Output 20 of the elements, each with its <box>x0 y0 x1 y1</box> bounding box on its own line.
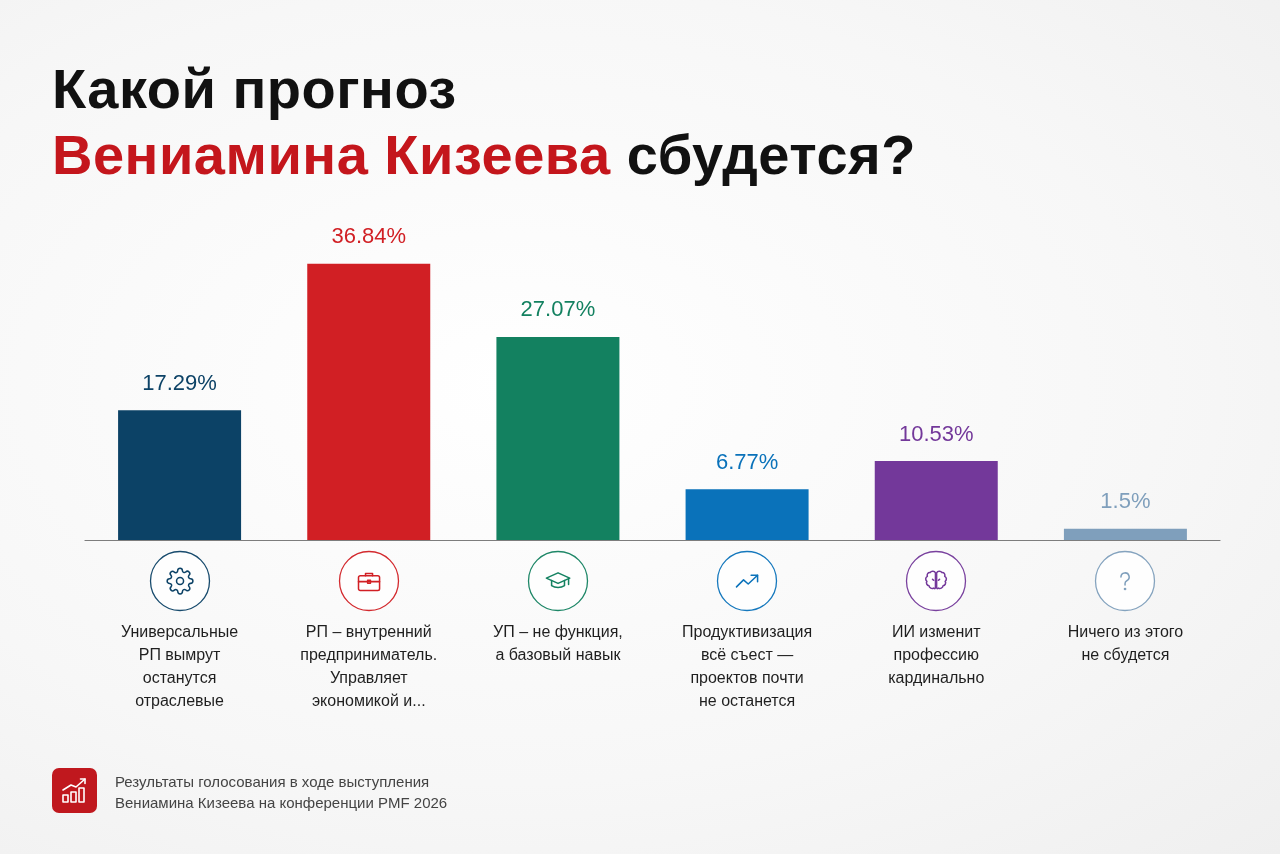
data-label: 1.5% <box>1100 488 1151 514</box>
data-label: 27.07% <box>520 296 596 322</box>
bar <box>685 489 809 540</box>
x-tick-label: Продуктивизация всё съест — проектов почти не останется <box>682 623 813 709</box>
chart-title: Какой прогноз Вениамина Кизеева сбудется? <box>52 56 916 188</box>
bar <box>307 263 431 540</box>
data-label: 10.53% <box>898 420 974 446</box>
x-tick-label: УП – не функция, а базовый навык <box>493 623 623 663</box>
data-label: 36.84% <box>331 223 407 249</box>
data-label: 6.77% <box>715 448 779 474</box>
bar <box>118 410 242 540</box>
text: Результаты голосования в ходе выступления Вениамина Кизеева на конференции PMF 2026 <box>115 772 448 813</box>
x-tick-label: Универсальные РП вымрут останутся отраслевые <box>121 623 239 709</box>
x-tick-label: ИИ изменит профессию кардинально <box>888 623 985 686</box>
data-label: 17.29% <box>142 369 217 395</box>
bar <box>874 461 998 540</box>
x-tick-label: Ничего из этого не сбудется <box>1067 623 1184 663</box>
bar <box>1063 528 1187 540</box>
x-tick-label: РП – внутренний предприниматель. Управляет экономикой и... <box>300 623 438 709</box>
bar <box>496 336 620 540</box>
